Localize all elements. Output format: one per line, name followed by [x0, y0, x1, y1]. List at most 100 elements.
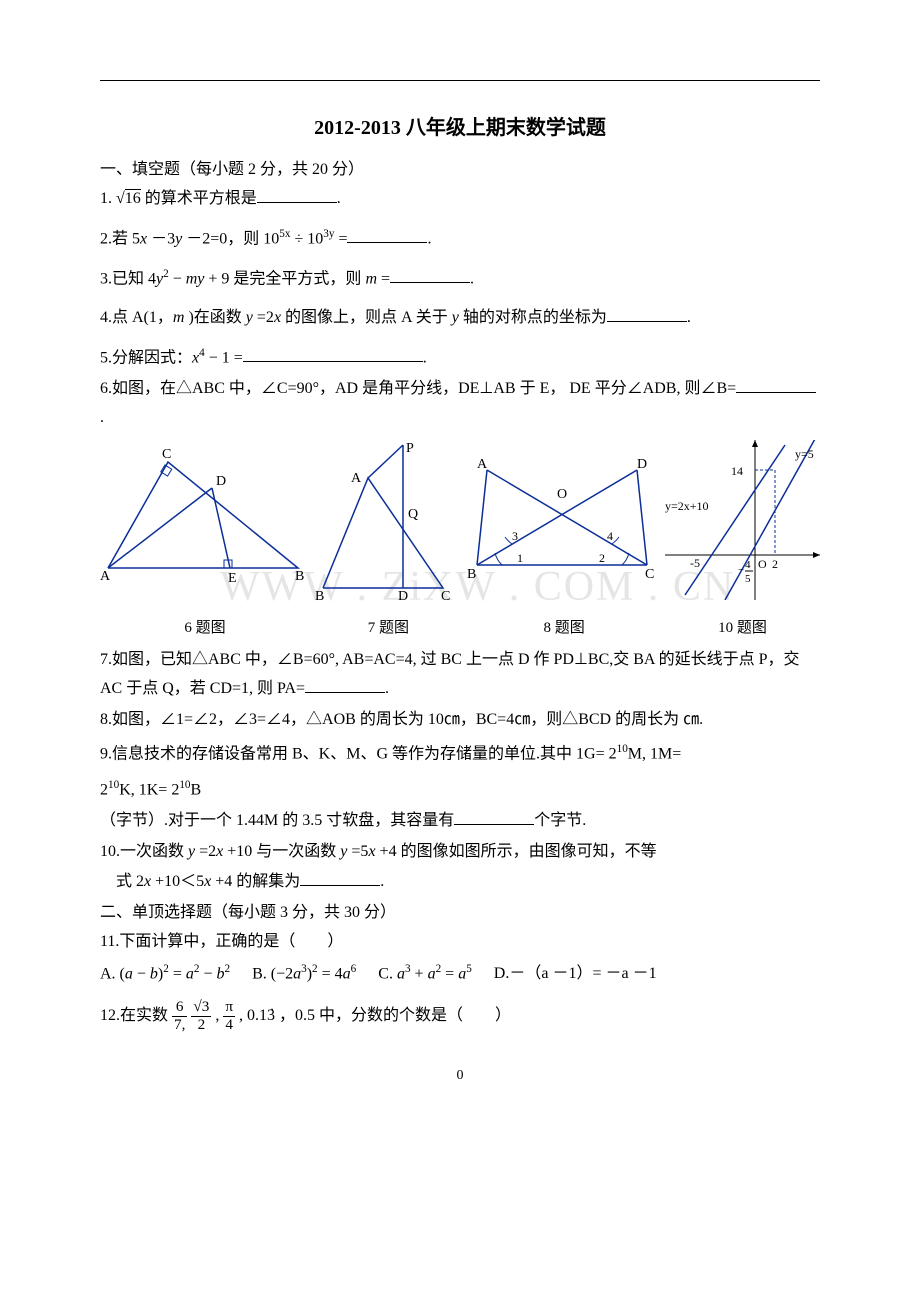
figure-7-label: 7 题图	[313, 615, 463, 642]
svg-text:−: −	[738, 564, 744, 576]
q11-c-a2: a	[428, 965, 436, 982]
q3-my: my	[186, 270, 205, 287]
svg-text:3: 3	[512, 529, 518, 543]
svg-text:P: P	[406, 441, 414, 456]
q10-l2-suffix: +4 的解集为	[211, 873, 300, 890]
figure-8-svg: A D B C O 1 2 3 4	[467, 440, 662, 600]
q12-rec: 3	[267, 1007, 275, 1024]
q12-frac-3: π4	[223, 999, 235, 1033]
q11-opt-a: A. (a − b)2 = a2 − b2	[100, 959, 230, 989]
q4-period: .	[687, 309, 691, 326]
question-2: 2.若 5x －3y －2=0，则 105x ÷ 103y =.	[100, 224, 820, 254]
q4-m: m	[173, 309, 185, 326]
question-6: 6.如图，在△ABC 中，∠C=90°，AD 是角平分线，DE⊥AB 于 E， …	[100, 375, 820, 433]
q2-mid2: －2=0，则 10	[182, 230, 279, 247]
q10-l2-mid1: +10＜5	[151, 873, 204, 890]
question-5: 5.分解因式：x4 − 1 =.	[100, 343, 820, 373]
q11-b-a: a	[293, 965, 301, 982]
q11-a-eq: =	[169, 965, 186, 982]
q12-mid: ，0.5 中，分数的个数是（ ）	[279, 1007, 511, 1024]
q11-b-pre: B. (−2	[252, 965, 293, 982]
svg-text:2: 2	[772, 557, 778, 571]
q11-a-sup2b: 2	[225, 963, 231, 975]
q5-prefix: 5.分解因式：	[100, 349, 192, 366]
figure-10: 14 y=2x+10 y=5 -5 2 O − 4 5 10 题图	[665, 440, 820, 642]
q4-y: y	[246, 309, 253, 326]
svg-text:D: D	[216, 474, 226, 489]
q4-prefix: 4.点 A(1，	[100, 309, 173, 326]
question-12: 12.在实数 67, √32 , π4 , 0.13 ，0.5 中，分数的个数是…	[100, 999, 820, 1033]
q11-c-plus: +	[411, 965, 428, 982]
q10-prefix: 10.一次函数	[100, 843, 188, 860]
figure-10-label: 10 题图	[665, 615, 820, 642]
svg-text:1: 1	[517, 551, 523, 565]
q11-c-a3: a	[397, 965, 405, 982]
svg-text:y=5: y=5	[795, 447, 814, 461]
svg-text:y=2x+10: y=2x+10	[665, 499, 709, 513]
q1-period: .	[337, 190, 341, 207]
figure-10-svg: 14 y=2x+10 y=5 -5 2 O − 4 5	[665, 440, 820, 600]
svg-text:A: A	[351, 471, 362, 486]
q3-plus9: + 9 是完全平方式，则	[204, 270, 365, 287]
question-4: 4.点 A(1，m )在函数 y =2x 的图像上，则点 A 关于 y 轴的对称…	[100, 304, 820, 333]
q9-l2-pre: 2	[100, 781, 108, 798]
q12-f3-num: π	[223, 999, 235, 1017]
svg-text:4: 4	[745, 559, 751, 571]
q12-f1-den: 7,	[172, 1017, 187, 1034]
q4-yaxis: y	[452, 309, 459, 326]
q2-blank	[347, 225, 427, 243]
svg-text:E: E	[228, 571, 237, 586]
svg-text:A: A	[477, 457, 488, 472]
q4-mid2: =2	[253, 309, 274, 326]
q3-mid: −	[169, 270, 186, 287]
svg-text:A: A	[100, 569, 111, 584]
q8-text: 8.如图，∠1=∠2，∠3=∠4，△AOB 的周长为 10㎝，BC=4㎝，则△B…	[100, 711, 703, 728]
q6-blank	[736, 375, 816, 393]
svg-text:C: C	[441, 589, 450, 600]
question-9-line2: 210K, 1K= 210B	[100, 775, 820, 805]
q5-blank	[243, 344, 423, 362]
section2-header: 二、单顶选择题（每小题 3 分，共 30 分）	[100, 899, 820, 928]
question-7: 7.如图，已知△ABC 中，∠B=60°, AB=AC=4, 过 BC 上一点 …	[100, 646, 820, 704]
figure-8-label: 8 题图	[467, 615, 662, 642]
q5-minus1: − 1 =	[205, 349, 243, 366]
q3-eq: =	[377, 270, 390, 287]
q10-l2-prefix: 式 2	[116, 873, 144, 890]
q11-c-sup5: 5	[466, 963, 472, 975]
q11-a-pre: A. (	[100, 965, 125, 982]
q4-blank	[607, 304, 687, 322]
q2-exp1: 5x	[279, 228, 290, 240]
q10-blank	[300, 869, 380, 887]
q3-prefix: 3.已知 4	[100, 270, 156, 287]
q11-c-pre: C.	[378, 965, 397, 982]
q10-mid4: +4 的图像如图所示，由图像可知，不等	[376, 843, 657, 860]
q12-frac-1: 67,	[172, 999, 187, 1033]
q11-a-minus2: −	[199, 965, 216, 982]
q2-prefix: 2.若 5	[100, 230, 140, 247]
exam-title: 2012-2013 八年级上期末数学试题	[100, 110, 820, 146]
page-number: 0	[100, 1063, 820, 1088]
question-3: 3.已知 4y2 − my + 9 是完全平方式，则 m =.	[100, 264, 820, 294]
svg-text:B: B	[295, 569, 304, 584]
q1-blank	[257, 185, 337, 203]
q9-k: K, 1K= 2	[119, 781, 179, 798]
q12-sep3: ,	[239, 1007, 243, 1024]
q12-f2-num: √3	[191, 999, 211, 1017]
q11-opt-c: C. a3 + a2 = a5	[378, 959, 472, 989]
q11-a-a2: a	[186, 965, 194, 982]
svg-text:-5: -5	[690, 556, 700, 570]
q12-sep2: ,	[215, 1007, 223, 1024]
q9-exp-c: 10	[179, 779, 190, 791]
q7-text: 7.如图，已知△ABC 中，∠B=60°, AB=AC=4, 过 BC 上一点 …	[100, 651, 800, 697]
figure-8: A D B C O 1 2 3 4 8 题图	[467, 440, 662, 642]
svg-text:4: 4	[607, 529, 613, 543]
q12-prefix: 12.在实数	[100, 1007, 172, 1024]
q7-blank	[305, 675, 385, 693]
question-11-options: A. (a − b)2 = a2 − b2 B. (−2a3)2 = 4a6 C…	[100, 959, 820, 989]
q2-mid1: －3	[147, 230, 175, 247]
q10-mid3: =5	[347, 843, 368, 860]
q1-suffix: 的算术平方根是	[141, 190, 257, 207]
q11-a-b: b	[150, 965, 158, 982]
q2-period: .	[427, 230, 431, 247]
q9-exp-a: 10	[617, 743, 628, 755]
